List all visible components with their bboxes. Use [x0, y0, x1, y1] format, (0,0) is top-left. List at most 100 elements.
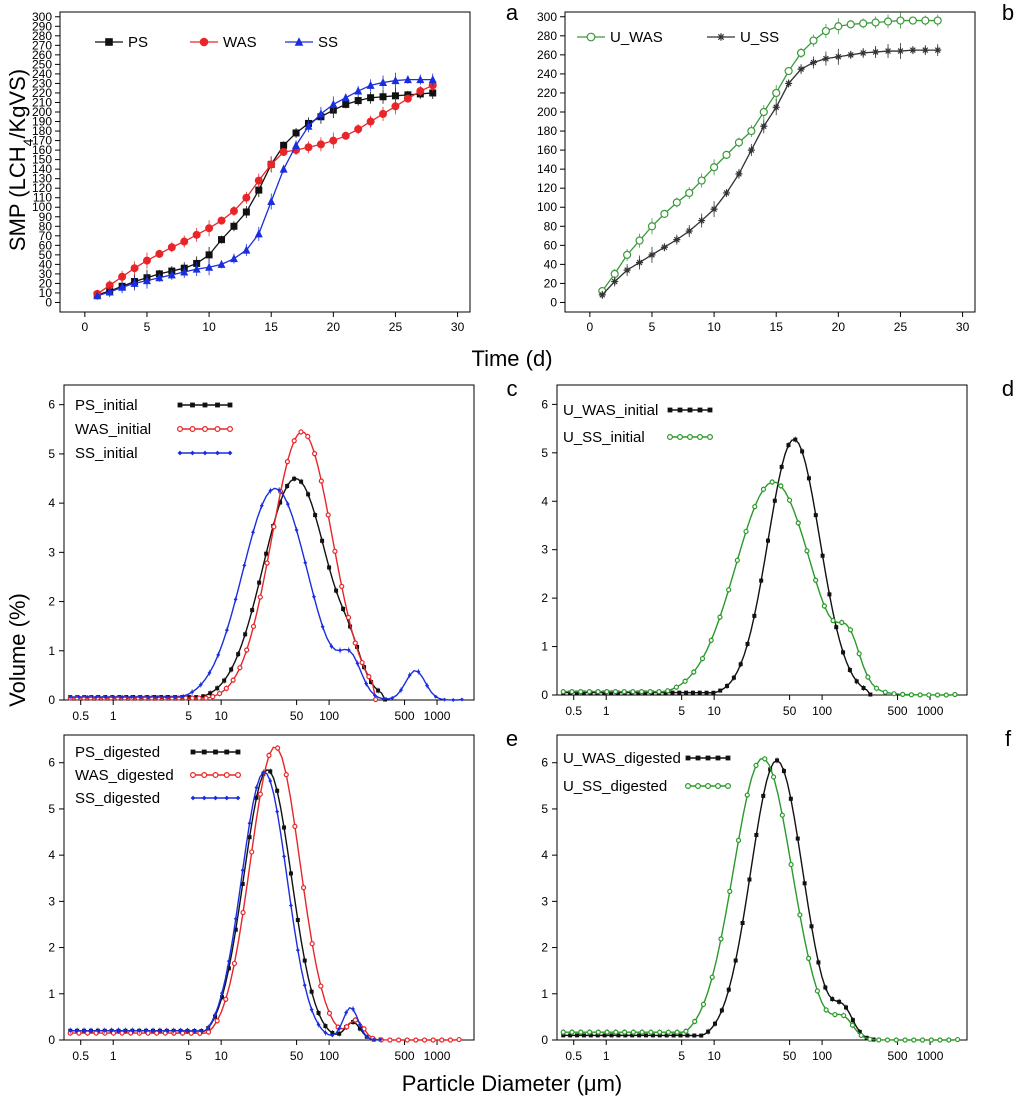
- data-point: [670, 690, 675, 695]
- y-tick-label: 70: [39, 229, 53, 243]
- legend-marker: [202, 450, 208, 456]
- data-point: [428, 75, 437, 84]
- data-point: [760, 122, 768, 130]
- data-point: [677, 690, 682, 695]
- data-point: [754, 832, 759, 837]
- y-tick-label: 300: [32, 10, 52, 24]
- legend-marker: [724, 782, 731, 789]
- data-point: [447, 1037, 454, 1043]
- data-point: [637, 1033, 642, 1038]
- data-point: [795, 836, 800, 841]
- legend-marker: [213, 749, 218, 755]
- data-point: [574, 690, 579, 695]
- data-point: [884, 1037, 891, 1043]
- series-was-initial: [67, 428, 379, 703]
- data-point: [734, 138, 744, 147]
- chart-panel-b: 0 5 10 15 20 25 300204060801001201401601802002…: [537, 0, 1014, 334]
- data-point: [403, 75, 412, 84]
- data-point: [330, 1030, 335, 1035]
- series-line: [96, 84, 433, 295]
- legend-marker: [190, 402, 195, 408]
- data-point: [841, 650, 846, 655]
- data-point: [318, 983, 324, 989]
- data-point: [647, 689, 653, 695]
- legend-marker: [190, 749, 196, 755]
- data-point: [316, 1022, 321, 1027]
- legend-marker: [177, 426, 184, 433]
- data-point: [163, 695, 168, 700]
- data-point: [902, 1037, 908, 1043]
- data-point: [823, 1007, 829, 1013]
- legend-marker: [223, 771, 230, 778]
- data-point: [610, 269, 619, 279]
- data-point: [847, 627, 854, 633]
- data-point: [772, 103, 780, 111]
- data-point: [578, 689, 584, 695]
- data-point: [229, 667, 234, 672]
- y-tick-label: 110: [33, 191, 52, 205]
- data-point: [242, 208, 250, 216]
- data-point: [660, 243, 668, 251]
- data-point: [609, 1033, 614, 1038]
- data-point: [129, 695, 134, 700]
- data-point: [786, 497, 793, 503]
- data-point: [933, 16, 942, 25]
- y-tick-label: 40: [39, 257, 53, 271]
- data-point: [832, 1011, 838, 1018]
- series-ps: [93, 86, 437, 299]
- data-point: [181, 694, 186, 699]
- legend-marker: [235, 771, 242, 778]
- series-ss-digested: [68, 769, 383, 1042]
- data-point: [883, 17, 893, 26]
- data-point: [275, 788, 280, 793]
- data-point: [130, 1028, 135, 1033]
- y-tick-label: 120: [537, 181, 557, 195]
- data-point: [242, 563, 247, 568]
- legend-marker: [227, 402, 233, 408]
- data-point: [118, 272, 127, 281]
- data-point: [697, 176, 706, 185]
- series-ps-initial: [68, 475, 388, 702]
- data-point: [279, 148, 288, 156]
- legend-marker: [201, 795, 207, 801]
- data-point: [595, 1029, 601, 1035]
- x-tick-label: 50: [290, 709, 304, 723]
- data-point: [366, 674, 372, 680]
- y-tick-label: 0: [541, 688, 548, 702]
- data-point: [391, 76, 400, 85]
- data-point: [830, 617, 836, 624]
- legend-marker: [667, 407, 673, 413]
- y-tick-label: 5: [541, 802, 548, 816]
- y-tick-label: 6: [541, 397, 548, 411]
- series-u-ss: [598, 43, 942, 299]
- data-point: [355, 661, 360, 666]
- data-point: [872, 48, 880, 56]
- data-point: [745, 641, 750, 646]
- data-point: [311, 594, 316, 599]
- x-tick-label: 15: [265, 320, 279, 334]
- legend-marker: [224, 795, 230, 801]
- legend-label: PS_initial: [75, 397, 138, 414]
- data-point: [359, 659, 365, 666]
- data-point: [647, 222, 657, 231]
- data-point: [354, 86, 363, 95]
- series-line: [70, 771, 381, 1041]
- x-tick-label: 0.5: [565, 1049, 582, 1063]
- data-point: [770, 774, 777, 780]
- data-point: [313, 513, 318, 518]
- legend-marker: [706, 434, 713, 441]
- data-point: [722, 150, 731, 159]
- data-point: [268, 778, 273, 783]
- data-point: [800, 449, 805, 454]
- plot-frame: [564, 11, 976, 313]
- data-point: [847, 667, 852, 672]
- data-point: [954, 1036, 961, 1043]
- legend-marker: [215, 402, 220, 408]
- data-point: [390, 695, 395, 700]
- x-tick-label: 10: [214, 1049, 228, 1063]
- data-point: [699, 1033, 704, 1038]
- panel-label-d: d: [1002, 376, 1014, 401]
- y-tick-label: 180: [32, 124, 52, 138]
- data-point: [309, 941, 315, 947]
- legend-marker: [177, 450, 183, 456]
